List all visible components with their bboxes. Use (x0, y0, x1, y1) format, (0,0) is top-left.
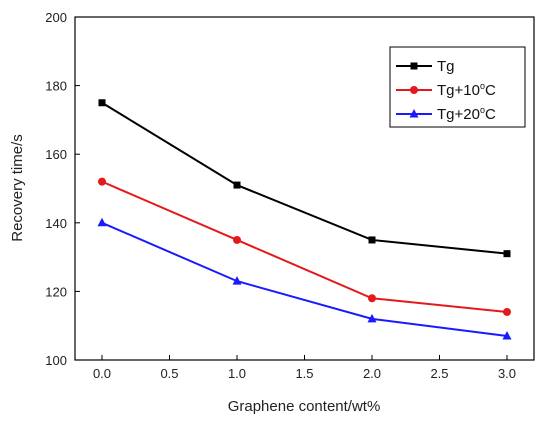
legend-label: Tg+10oC (437, 81, 496, 99)
legend-item-1: Tg+10oC (396, 81, 496, 99)
data-point (368, 294, 376, 303)
series-1 (98, 177, 511, 316)
data-point (98, 177, 106, 186)
x-tick-label: 2.0 (363, 366, 381, 381)
y-tick-label: 100 (45, 353, 67, 368)
legend-marker (409, 109, 419, 118)
legend-item-2: Tg+20oC (396, 105, 496, 123)
series-line (101, 180, 508, 313)
data-point (367, 313, 377, 323)
series-layer (97, 99, 512, 340)
legend-label: Tg (437, 58, 455, 75)
x-tick-label: 0.0 (93, 366, 111, 381)
data-point (503, 307, 511, 316)
x-tick-label: 3.0 (498, 366, 516, 381)
data-point (233, 235, 241, 244)
legend-marker (410, 86, 418, 94)
y-tick-label: 120 (45, 284, 67, 299)
y-tick-label: 160 (45, 147, 67, 162)
data-point (502, 330, 512, 340)
x-tick-label: 1.0 (228, 366, 246, 381)
x-tick-label: 0.5 (160, 366, 178, 381)
data-point (98, 99, 106, 107)
series-line (101, 221, 508, 337)
x-tick-label: 2.5 (430, 366, 448, 381)
axis-ticks: 0.0 0.5 1.0 1.5 2.0 2.5 3.0 100 120 140 160 180 200 (45, 10, 516, 381)
series-2 (97, 217, 512, 340)
data-point (97, 217, 107, 227)
data-point (232, 276, 242, 285)
x-tick-label: 1.5 (295, 366, 313, 381)
legend-label: Tg+20oC (437, 105, 496, 123)
legend-marker (410, 62, 418, 70)
y-axis-label: Recovery time/s (9, 134, 26, 242)
series-0 (98, 99, 511, 258)
data-point (368, 236, 376, 244)
legend-item-0: Tg (396, 58, 455, 75)
y-tick-label: 140 (45, 216, 67, 231)
y-tick-label: 180 (45, 79, 67, 94)
data-point (503, 250, 511, 258)
legend: Tg Tg+10oC Tg+20oC (389, 46, 526, 128)
x-axis-label: Graphene content/wt% (228, 398, 381, 415)
data-point (233, 181, 241, 189)
series-line (101, 101, 508, 255)
y-tick-label: 200 (45, 10, 67, 25)
